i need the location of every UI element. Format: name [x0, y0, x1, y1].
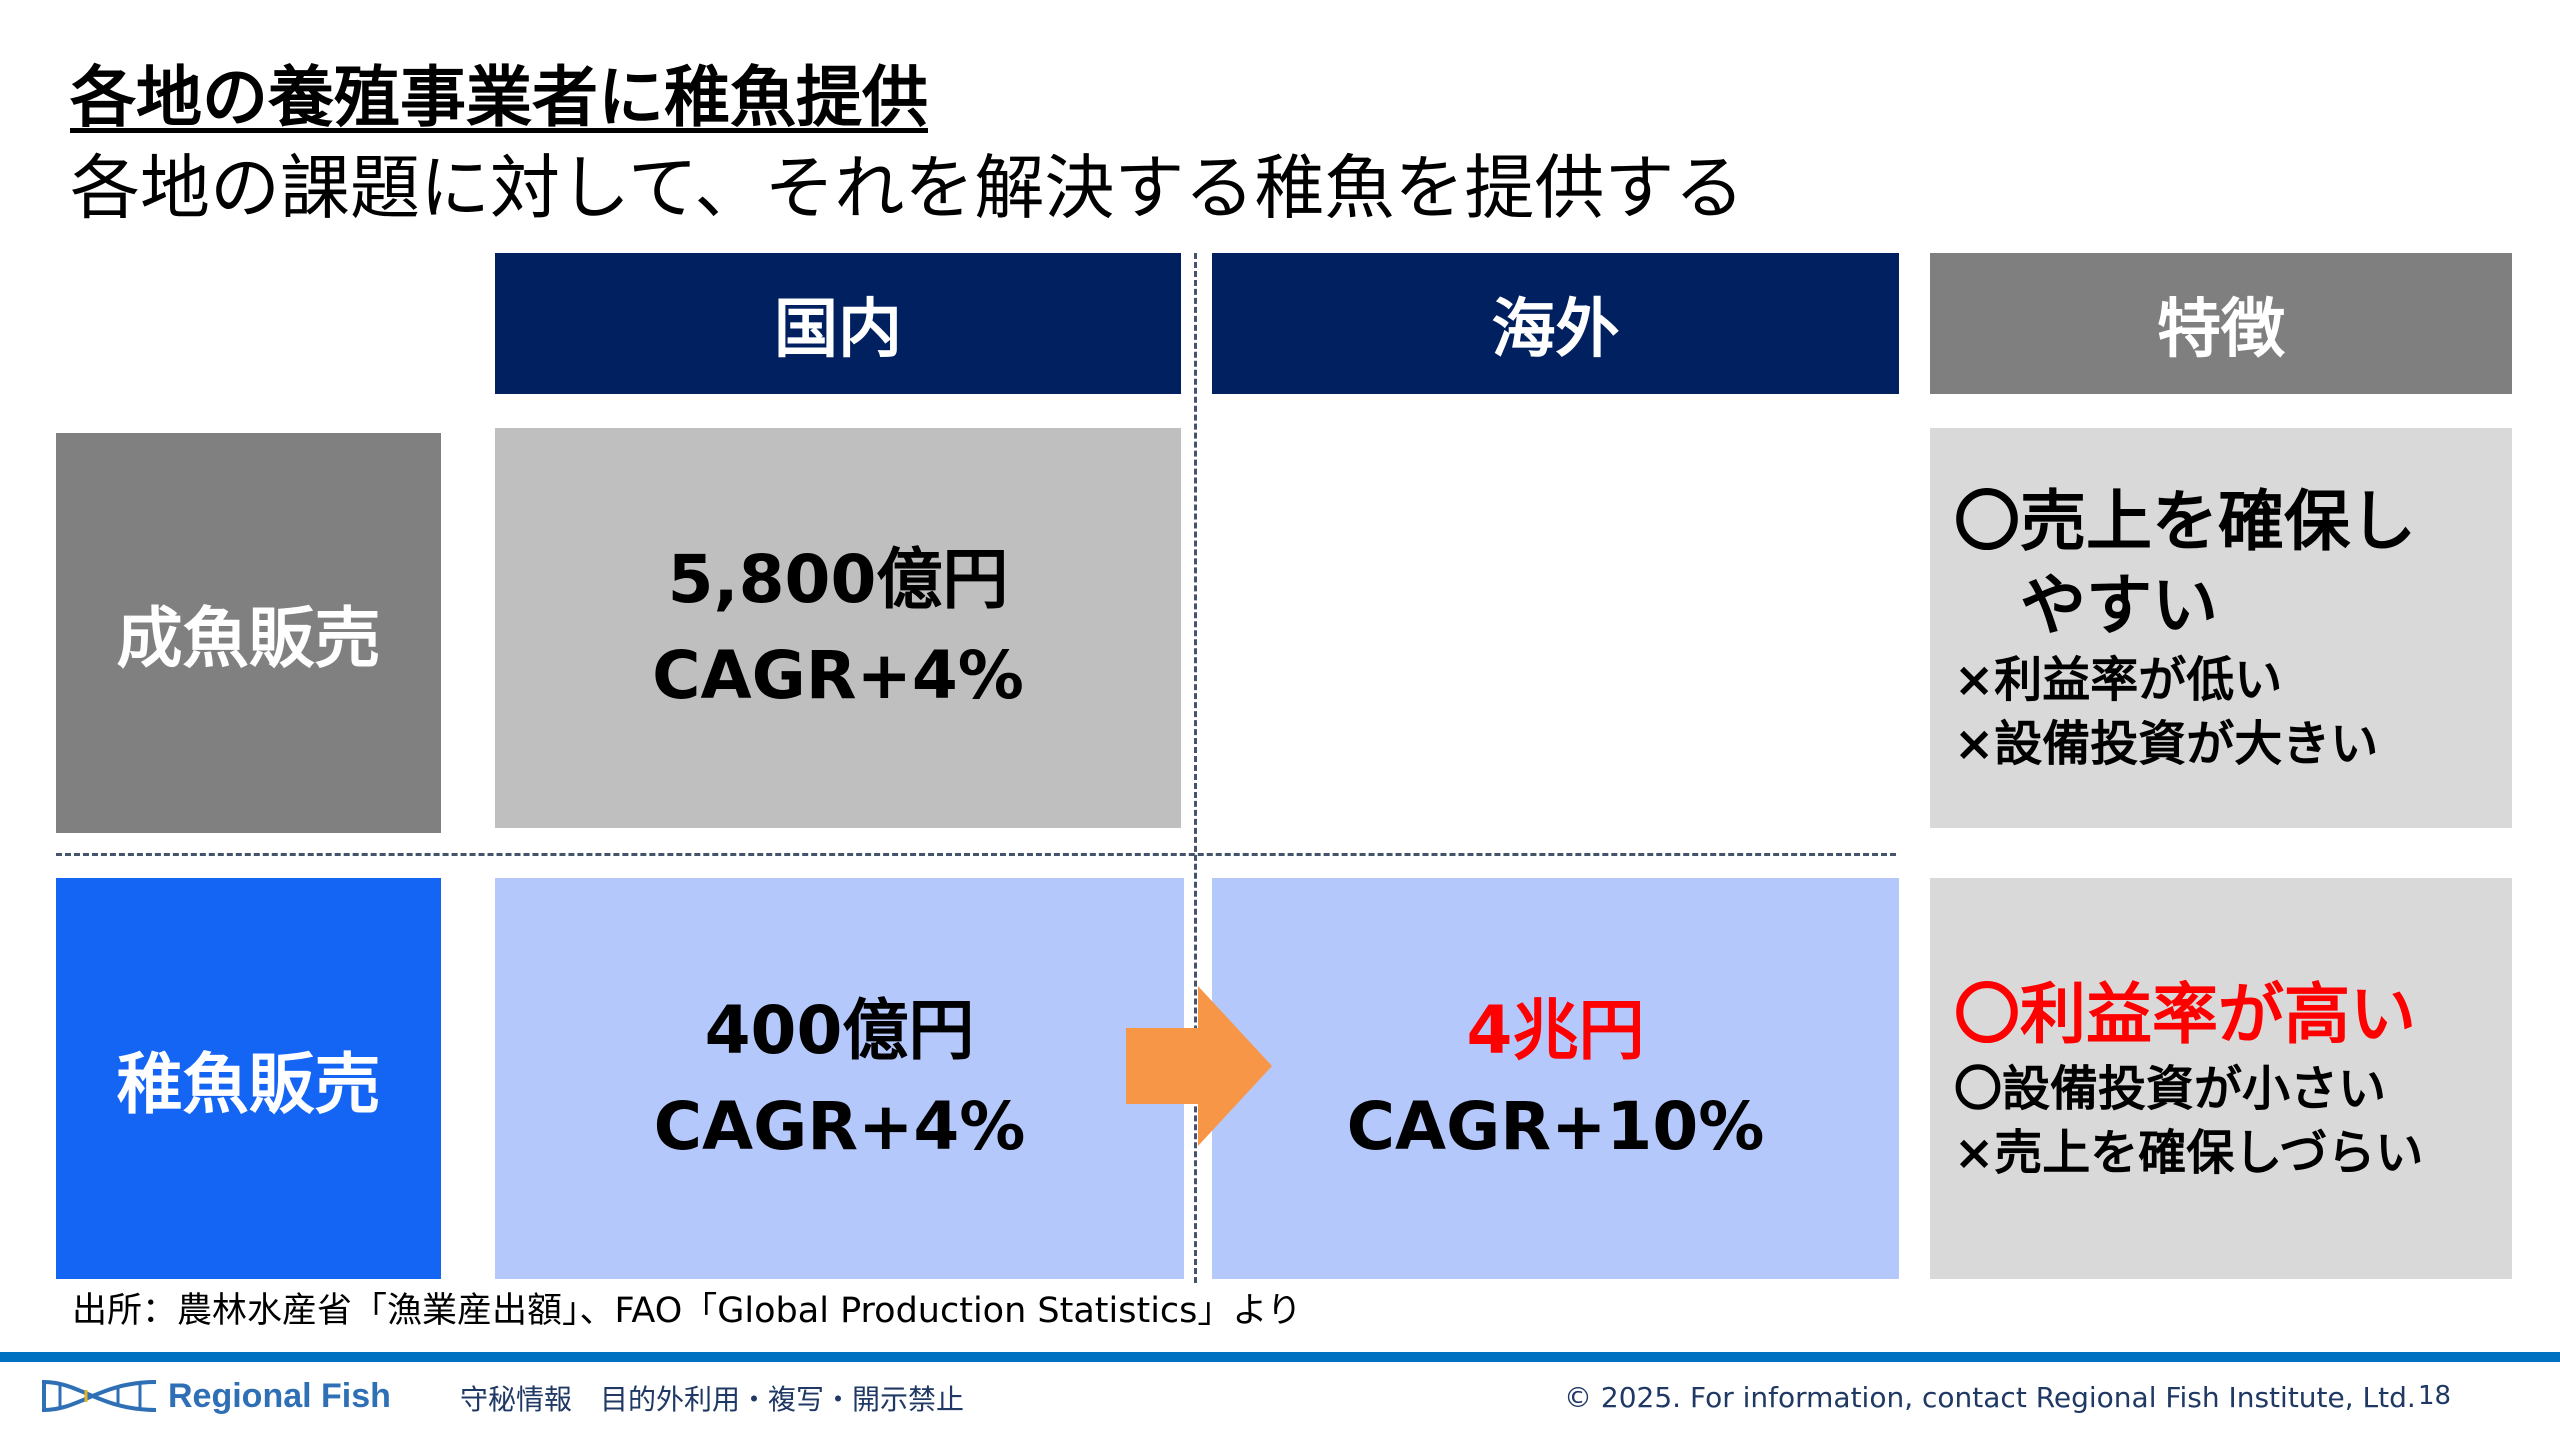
header-features-label: 特徴 [2157, 292, 2285, 367]
arrow-right-icon [1126, 986, 1272, 1146]
copyright: © 2025. For information, contact Regiona… [1564, 1381, 2416, 1414]
row-label-adult-fish: 成魚販売 [56, 433, 441, 833]
header-domestic: 国内 [495, 253, 1181, 394]
market-size: 400億円 [704, 991, 975, 1069]
header-features: 特徴 [1930, 253, 2512, 394]
company-logo: Regional Fish [40, 1376, 391, 1416]
feature-item: 〇売上を確保し [1954, 483, 2416, 560]
row-label-text: 稚魚販売 [116, 1045, 381, 1123]
cagr: CAGR+10% [1346, 1087, 1765, 1165]
cell-juvenile-features: 〇利益率が高い 〇設備投資が小さい ×売上を確保しづらい [1930, 878, 2512, 1279]
feature-item: ×利益率が低い [1954, 652, 2283, 708]
feature-item: ×売上を確保しづらい [1954, 1124, 2424, 1181]
cell-adult-domestic: 5,800億円 CAGR+4% [495, 428, 1181, 828]
row-label-text: 成魚販売 [116, 600, 381, 677]
header-overseas-label: 海外 [1491, 292, 1620, 367]
market-size: 5,800億円 [667, 541, 1009, 618]
feature-item: ×設備投資が大きい [1954, 716, 2379, 772]
cell-juvenile-overseas: 4兆円 CAGR+10% [1212, 878, 1899, 1279]
page-subtitle: 各地の課題に対して、それを解決する稚魚を提供する [70, 147, 1745, 229]
feature-item: やすい [1954, 567, 2218, 644]
page-title: 各地の養殖事業者に稚魚提供 [70, 59, 928, 136]
cell-juvenile-domestic: 400億円 CAGR+4% [495, 878, 1184, 1279]
logo-text: Regional Fish [168, 1376, 391, 1415]
cagr: CAGR+4% [653, 1087, 1026, 1165]
header-overseas: 海外 [1212, 253, 1899, 394]
row-divider [56, 853, 1896, 856]
page-number: 18 [2418, 1381, 2452, 1411]
dna-fish-icon [42, 1380, 157, 1412]
source-note: 出所：農林水産省「漁業産出額」、FAO「Global Production St… [72, 1291, 1302, 1331]
row-label-juvenile-fish: 稚魚販売 [56, 878, 441, 1279]
footer-bar [0, 1352, 2560, 1362]
header-domestic-label: 国内 [774, 292, 902, 367]
confidential-note: 守秘情報 目的外利用・複写・開示禁止 [460, 1383, 965, 1416]
cagr: CAGR+4% [652, 637, 1024, 714]
cell-adult-features: 〇売上を確保し やすい ×利益率が低い ×設備投資が大きい [1930, 428, 2512, 828]
column-divider [1194, 253, 1197, 1283]
feature-item: 〇利益率が高い [1954, 975, 2416, 1053]
feature-item: 〇設備投資が小さい [1954, 1060, 2387, 1117]
market-size: 4兆円 [1466, 991, 1645, 1069]
